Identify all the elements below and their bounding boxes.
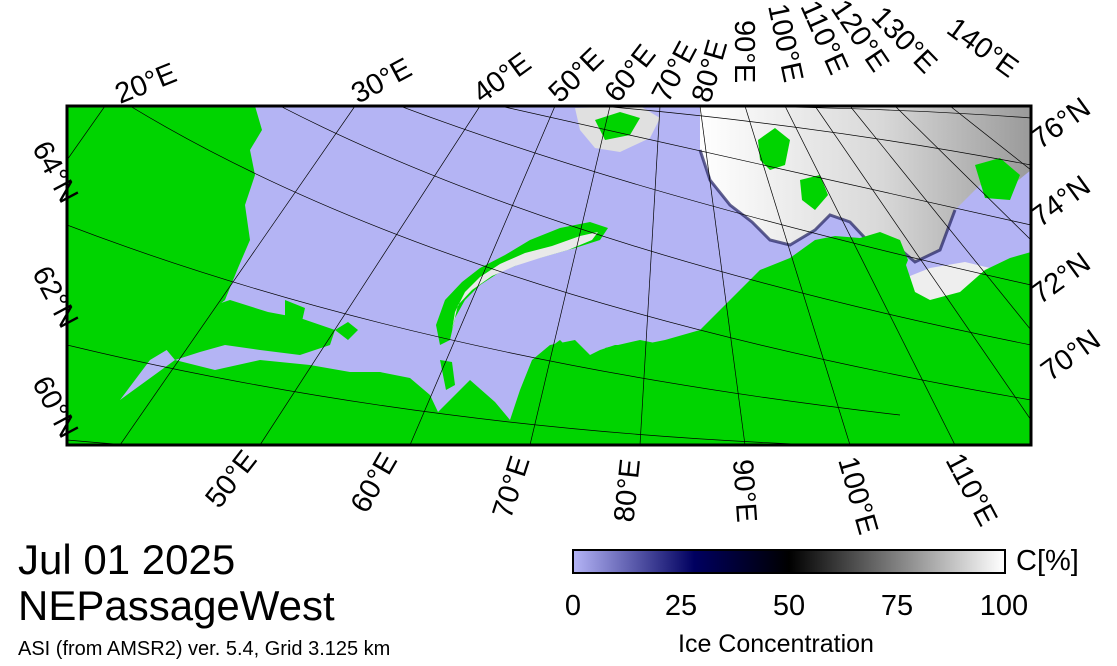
right-lat-label: 76°N [1025,92,1096,156]
region-label: NEPassageWest [18,582,335,629]
product-label: ASI (from AMSR2) ver. 5.4, Grid 3.125 km [18,638,391,660]
lon-line-120 [849,106,1031,331]
ice-novaya-zemlya [452,232,598,330]
colorbar-title: Ice Concentration [678,630,874,658]
top-lon-label: 50°E [543,42,611,109]
right-lat-label: 70°N [1035,324,1106,388]
right-lat-label: 72°N [1025,247,1096,311]
graticule [67,106,1031,445]
lon-line-80 [699,106,746,445]
land-franz-josef [595,112,640,140]
land-severnaya-zemlya-2 [800,175,828,210]
lat-line-68 [279,106,1031,346]
bottom-lon-labels: 50°E 60°E 70°E 80°E 90°E 100°E 110°E [199,445,1003,539]
bottom-lon-label: 60°E [345,448,404,519]
bottom-lon-label: 50°E [199,445,263,515]
colorbar-tick: 0 [564,590,582,622]
lat-line-74 [599,106,1031,166]
lon-line-40 [259,106,481,445]
lat-line-70 [399,106,1031,286]
right-lat-labels: 76°N 74°N 72°N 70°N [1025,92,1106,388]
lon-line-100 [784,106,956,445]
lon-line-60 [529,106,611,445]
top-lon-label: 20°E [111,57,182,110]
lat-line-64 [67,224,901,416]
right-lat-label: 74°N [1025,170,1096,234]
land-severnaya-zemlya [758,128,790,170]
top-lon-label: 140°E [941,12,1024,85]
land-yamal [520,340,575,445]
map-frame [65,104,1033,447]
lon-line-110 [814,106,1031,421]
top-lon-label: 40°E [467,47,537,110]
lon-line-50 [409,106,556,445]
bottom-lon-label: 80°E [609,457,647,523]
bottom-lon-label: 90°E [726,458,762,523]
colorbar-tick: 100 [979,590,1029,622]
top-lon-labels: 20°E 30°E 40°E 50°E 60°E 70°E 80°E 90°E … [111,0,1024,110]
colorbar [572,549,1006,574]
sea-ice-dark-edge [698,149,957,264]
land-kola-peninsula [285,300,305,330]
top-lon-label: 30°E [346,52,417,110]
colorbar-unit: C[%] [1016,545,1079,577]
lon-line-20 [67,106,106,161]
land-kolguev [335,322,358,340]
lon-line-30 [119,106,356,445]
land-gydan [605,340,684,430]
lat-line-72 [499,106,1031,226]
date-label: Jul 01 2025 [18,536,236,583]
land-far-east [975,158,1020,200]
land-taymyr [740,232,908,302]
lon-line-140 [949,106,1031,171]
land-vaygach [440,360,455,390]
bottom-lon-label: 100°E [831,453,884,538]
lon-line-70 [639,106,661,445]
colorbar-tick: 50 [772,590,806,622]
bottom-lon-label: 70°E [487,452,537,522]
lat-line-62 [67,344,821,445]
colorbar-tick: 25 [664,590,698,622]
lon-line-130 [894,106,1031,241]
land-scandinavia [67,106,262,445]
top-lon-label: 90°E [728,20,760,83]
land-kola-karelia [150,300,335,360]
bottom-lon-label: 110°E [939,448,1003,531]
lat-line-66 [129,106,1031,401]
colorbar-tick: 75 [880,590,914,622]
lon-line-90 [744,106,851,445]
top-lon-label: 60°E [598,39,662,109]
